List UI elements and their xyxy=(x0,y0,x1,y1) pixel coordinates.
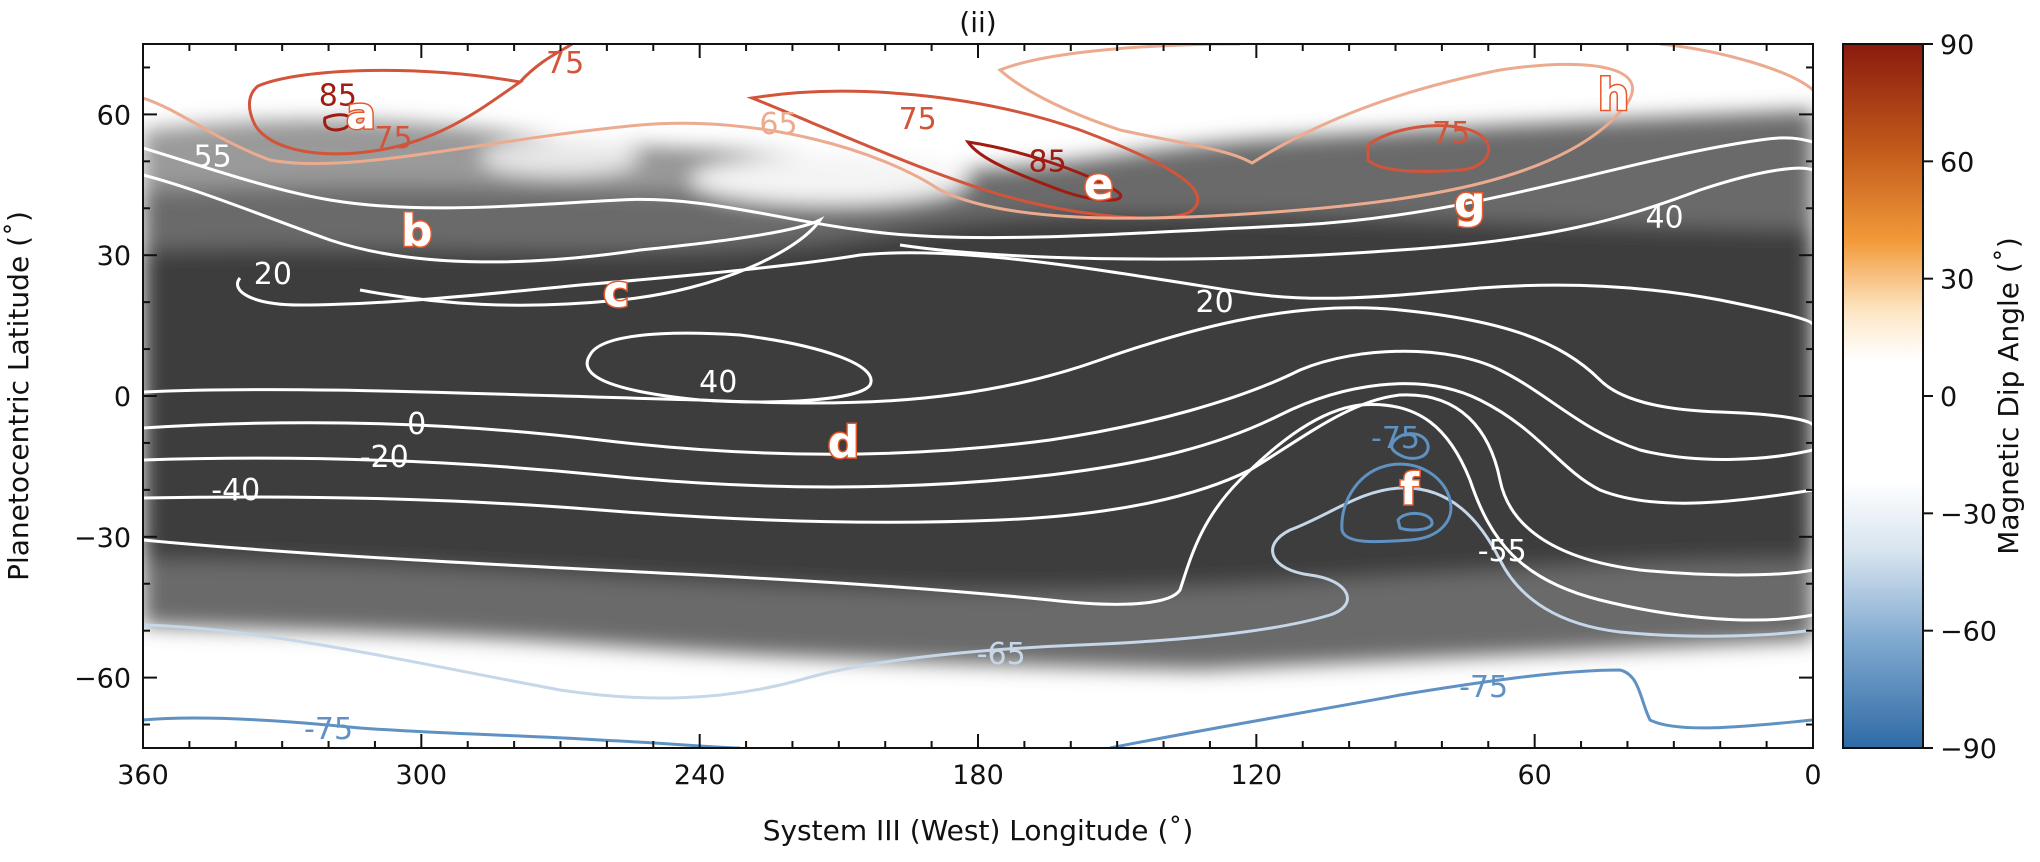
contour-line-85 xyxy=(323,113,353,132)
contour-label: -55 xyxy=(1478,534,1527,569)
contour-line-75 xyxy=(518,44,573,84)
feature-label-d: d xyxy=(828,417,860,468)
colorbar-label: Magnetic Dip Angle (˚) xyxy=(1992,237,2025,555)
contour-line-20 xyxy=(143,306,1813,427)
contour-label: -75 xyxy=(1371,421,1420,456)
contour-label: 75 xyxy=(374,121,412,156)
contour-label: 75 xyxy=(899,102,937,137)
contour-line-75 xyxy=(1366,124,1491,173)
contour-label: 20 xyxy=(1195,285,1233,320)
contour-line-65-neg xyxy=(143,486,1813,700)
contour-line-65 xyxy=(1659,44,1813,92)
contour-line-65 xyxy=(143,44,1634,220)
contour-labels: 85 75 75 65 75 85 75 55 20 40 20 40 0-20 -40 -55 -65 -75… xyxy=(193,46,1683,747)
feature-label-e: e xyxy=(1084,159,1114,210)
y-tick-label: −30 xyxy=(74,523,131,554)
contour-label: 40 xyxy=(699,365,737,400)
contour-label: 85 xyxy=(1028,144,1066,179)
y-axis-title: Planetocentric Latitude (˚) xyxy=(2,211,35,581)
contour-label: -20 xyxy=(360,440,409,475)
contour-label: -65 xyxy=(977,637,1026,672)
contour-line-20 xyxy=(236,251,1813,326)
y-tick-label: −60 xyxy=(74,664,131,695)
colorbar-tick-label: 90 xyxy=(1940,30,1974,61)
y-tick-label: 30 xyxy=(97,241,131,272)
contour-line-40-neg xyxy=(143,393,1813,577)
axis-ticks xyxy=(142,44,1814,748)
feature-label-h: h xyxy=(1598,70,1629,121)
contour-line-75-neg xyxy=(1390,432,1430,460)
y-tick-label: 60 xyxy=(97,100,131,131)
x-tick-label: 60 xyxy=(1517,760,1551,791)
contour-label: 20 xyxy=(254,257,292,292)
x-tick-label: 300 xyxy=(396,760,448,791)
x-axis-title: System III (West) Longitude (˚) xyxy=(763,814,1194,847)
x-tick-label: 180 xyxy=(952,760,1004,791)
contour-line-40 xyxy=(899,166,1813,261)
feature-labels: a b c d e f g h xyxy=(345,68,1631,516)
contour-line-40 xyxy=(585,331,873,404)
y-tick-label: 0 xyxy=(114,382,131,413)
contour-line-75 xyxy=(247,68,524,156)
contour-label: 85 xyxy=(319,79,357,114)
contour-line-75-neg xyxy=(1396,512,1434,532)
colorbar-ticks: 90 60 30 0 −30 −60 −90 xyxy=(1923,30,1997,765)
contour-label: 75 xyxy=(1432,116,1470,151)
feature-label-g: g xyxy=(1454,178,1486,229)
chart-title: (ii) xyxy=(959,6,996,39)
contour-line-75-neg xyxy=(1109,668,1813,748)
contour-line-55-neg xyxy=(143,402,1813,622)
contour-label: 40 xyxy=(1645,201,1683,236)
x-tick-label: 360 xyxy=(117,760,169,791)
contour-line-0 xyxy=(143,349,1813,461)
contour-line-20-neg xyxy=(143,382,1813,505)
contour-line-40 xyxy=(143,173,825,307)
contour-line-75 xyxy=(746,89,1200,220)
colorbar-tick-label: 60 xyxy=(1940,147,1974,178)
colorbar-tick-label: 30 xyxy=(1940,265,1974,296)
contour-label: 55 xyxy=(193,140,231,175)
feature-label-c: c xyxy=(603,267,629,318)
contour-label: -40 xyxy=(211,473,260,508)
contour-line-55 xyxy=(143,136,1813,240)
contour-label: 0 xyxy=(407,407,426,442)
colorbar-tick-label: −90 xyxy=(1940,734,1997,765)
feature-label-b: b xyxy=(401,206,433,257)
x-tick-label: 120 xyxy=(1231,760,1283,791)
colorbar-gradient xyxy=(1842,43,1924,749)
contour-line-75-neg xyxy=(143,716,741,748)
x-tick-labels: 360 300 240 180 120 60 0 xyxy=(117,760,1821,791)
contour-label: 65 xyxy=(759,107,797,142)
contour-lines xyxy=(143,44,1813,748)
x-tick-label: 0 xyxy=(1804,760,1821,791)
contour-line-85 xyxy=(964,139,1123,202)
contour-line-75-neg xyxy=(1340,462,1453,544)
x-tick-label: 240 xyxy=(674,760,726,791)
colorbar-tick-label: 0 xyxy=(1940,382,1957,413)
contour-label: 75 xyxy=(546,46,584,81)
y-tick-labels: 60 30 0 −30 −60 xyxy=(74,100,131,694)
colorbar-tick-label: −30 xyxy=(1940,499,1997,530)
contour-label: -75 xyxy=(1459,670,1508,705)
feature-label-a: a xyxy=(346,88,376,139)
colorbar: 90 60 30 0 −30 −60 −90 Magnetic Dip Angle (˚) xyxy=(1842,30,2025,765)
colorbar-tick-label: −60 xyxy=(1940,617,1997,648)
feature-label-f: f xyxy=(1400,464,1420,515)
